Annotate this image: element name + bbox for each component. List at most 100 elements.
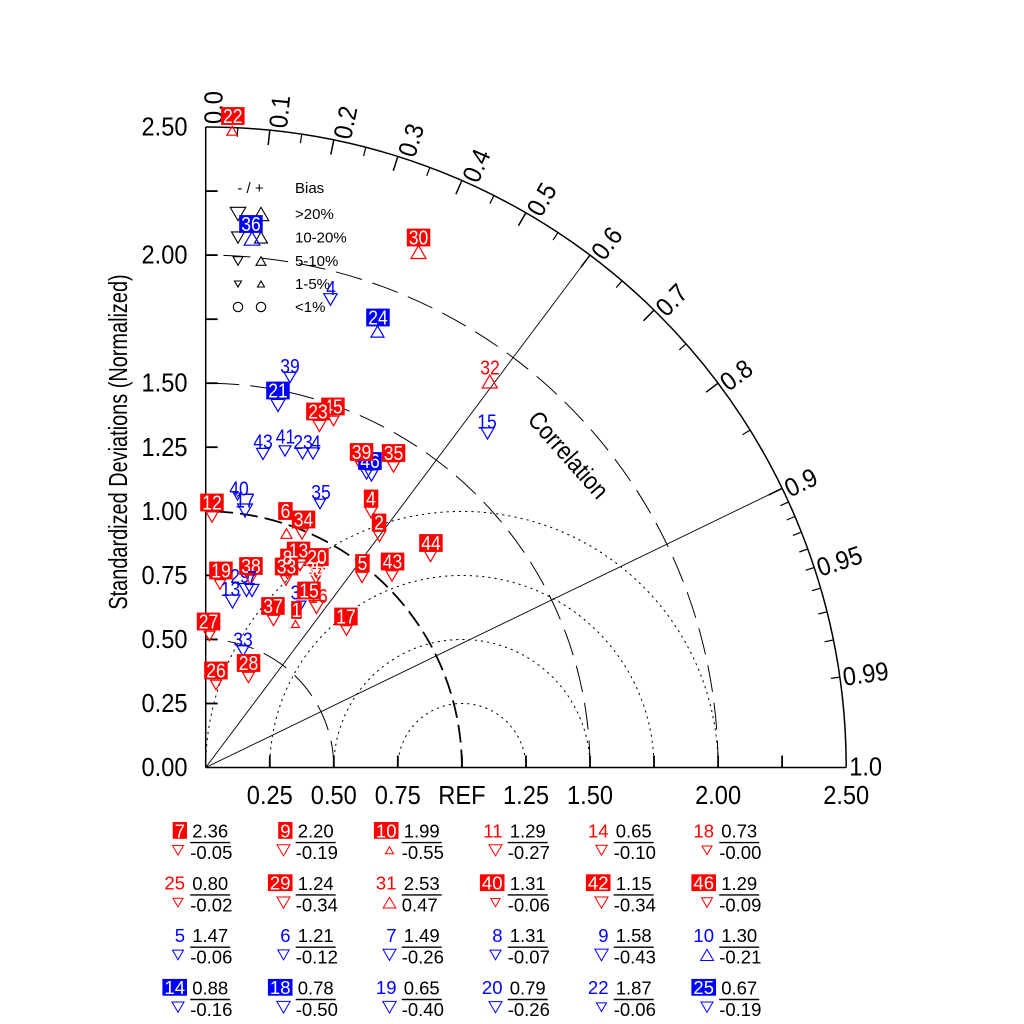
svg-text:1.47: 1.47 [192, 925, 228, 946]
svg-text:-0.06: -0.06 [190, 947, 232, 968]
svg-text:-0.40: -0.40 [402, 999, 444, 1020]
svg-text:35: 35 [384, 443, 404, 465]
svg-text:13: 13 [289, 540, 309, 562]
svg-text:23: 23 [308, 401, 328, 423]
svg-text:0.50: 0.50 [311, 780, 357, 810]
svg-text:20: 20 [307, 547, 327, 569]
svg-text:-0.26: -0.26 [402, 947, 444, 968]
svg-text:0.99: 0.99 [841, 656, 891, 692]
svg-text:0.79: 0.79 [510, 978, 546, 999]
svg-text:1.87: 1.87 [616, 978, 652, 999]
svg-text:0.65: 0.65 [616, 821, 652, 842]
svg-text:22: 22 [588, 977, 609, 998]
svg-text:2: 2 [374, 512, 384, 534]
svg-text:0.78: 0.78 [298, 978, 334, 999]
svg-text:-0.19: -0.19 [296, 842, 338, 863]
svg-text:40: 40 [229, 478, 249, 500]
svg-text:17: 17 [235, 490, 255, 512]
svg-text:15: 15 [299, 580, 319, 602]
svg-text:1.50: 1.50 [142, 368, 188, 398]
svg-text:10-20%: 10-20% [295, 230, 347, 247]
svg-text:-0.05: -0.05 [190, 842, 232, 863]
svg-text:34: 34 [294, 509, 314, 531]
svg-text:-0.34: -0.34 [296, 894, 338, 915]
svg-text:1.24: 1.24 [298, 873, 334, 894]
svg-text:1.29: 1.29 [721, 873, 757, 894]
svg-text:1: 1 [292, 600, 302, 622]
svg-text:1.25: 1.25 [503, 780, 549, 810]
svg-text:1.31: 1.31 [510, 873, 546, 894]
svg-text:2.00: 2.00 [695, 780, 741, 810]
svg-text:0.88: 0.88 [192, 978, 228, 999]
svg-text:0.25: 0.25 [247, 780, 293, 810]
svg-text:10: 10 [376, 820, 397, 841]
svg-text:43: 43 [383, 551, 403, 573]
svg-text:43: 43 [253, 431, 273, 453]
svg-text:-0.21: -0.21 [719, 947, 761, 968]
svg-text:39: 39 [352, 442, 372, 464]
svg-text:2.36: 2.36 [192, 821, 228, 842]
svg-text:1.49: 1.49 [404, 925, 440, 946]
svg-text:5: 5 [175, 925, 185, 946]
svg-text:24: 24 [368, 307, 388, 329]
svg-text:18: 18 [693, 820, 714, 841]
svg-text:7: 7 [386, 925, 396, 946]
svg-text:6: 6 [281, 501, 291, 523]
svg-text:36: 36 [241, 214, 261, 236]
svg-text:-0.16: -0.16 [190, 999, 232, 1020]
svg-text:17: 17 [336, 606, 356, 628]
svg-text:14: 14 [164, 977, 185, 998]
svg-text:Bias: Bias [295, 180, 324, 197]
svg-text:-0.00: -0.00 [719, 842, 761, 863]
svg-text:8: 8 [492, 925, 502, 946]
svg-text:1.21: 1.21 [298, 925, 334, 946]
svg-text:1.30: 1.30 [721, 925, 757, 946]
svg-text:-0.19: -0.19 [719, 999, 761, 1020]
svg-text:1.0: 1.0 [849, 752, 882, 782]
svg-text:27: 27 [199, 611, 219, 633]
svg-text:5: 5 [358, 553, 368, 575]
svg-text:42: 42 [588, 873, 609, 894]
svg-text:0.65: 0.65 [404, 978, 440, 999]
svg-text:3: 3 [291, 582, 301, 604]
svg-text:25: 25 [164, 873, 185, 894]
svg-text:19: 19 [376, 977, 397, 998]
svg-text:-0.55: -0.55 [402, 842, 444, 863]
svg-text:0.1: 0.1 [263, 94, 296, 130]
svg-text:1.50: 1.50 [567, 780, 613, 810]
svg-text:9: 9 [598, 925, 608, 946]
svg-text:0.73: 0.73 [721, 821, 757, 842]
svg-text:-0.06: -0.06 [508, 894, 550, 915]
svg-text:-0.10: -0.10 [614, 842, 656, 863]
svg-text:0.75: 0.75 [142, 560, 188, 590]
svg-text:4: 4 [366, 488, 376, 510]
svg-text:<1%: <1% [295, 299, 325, 316]
svg-text:12: 12 [202, 492, 222, 514]
svg-text:-0.26: -0.26 [508, 999, 550, 1020]
svg-text:-0.09: -0.09 [719, 894, 761, 915]
svg-text:33: 33 [277, 556, 297, 578]
svg-text:18: 18 [270, 977, 291, 998]
svg-text:14: 14 [588, 820, 609, 841]
svg-text:32: 32 [480, 357, 500, 379]
svg-text:1.58: 1.58 [616, 925, 652, 946]
svg-text:39: 39 [280, 356, 300, 378]
svg-text:-0.07: -0.07 [508, 947, 550, 968]
svg-text:33: 33 [233, 629, 253, 651]
svg-text:9: 9 [280, 820, 290, 841]
svg-text:-0.27: -0.27 [508, 842, 550, 863]
svg-text:35: 35 [305, 558, 325, 580]
svg-text:19: 19 [211, 560, 231, 582]
svg-text:0.80: 0.80 [192, 873, 228, 894]
svg-text:2.50: 2.50 [823, 780, 869, 810]
svg-text:7: 7 [247, 568, 257, 590]
svg-text:11: 11 [483, 820, 502, 841]
svg-text:-0.06: -0.06 [614, 999, 656, 1020]
svg-text:23: 23 [293, 432, 313, 454]
svg-text:0.00: 0.00 [142, 752, 188, 782]
svg-text:-0.34: -0.34 [614, 894, 656, 915]
svg-text:1.29: 1.29 [510, 821, 546, 842]
svg-text:41: 41 [276, 426, 296, 448]
svg-text:REF: REF [438, 780, 485, 810]
svg-text:37: 37 [263, 596, 283, 618]
